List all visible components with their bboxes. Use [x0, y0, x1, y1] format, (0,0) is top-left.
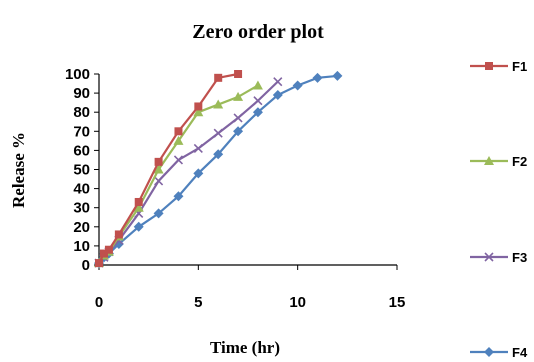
x-tick-label: 0	[95, 294, 103, 311]
legend: F1 F2 F3 F4	[470, 59, 528, 360]
legend-item-f2: F2	[470, 154, 527, 169]
data-point-f2	[252, 80, 263, 90]
data-point-f1	[174, 127, 183, 136]
data-point-f3	[213, 128, 223, 138]
x-tick-label: 15	[389, 294, 406, 311]
data-point-f1	[104, 245, 113, 254]
y-axis-title: Release %	[9, 132, 28, 208]
data-point-f3	[154, 176, 164, 186]
data-point-f1	[114, 230, 123, 239]
data-point-f4	[213, 149, 224, 160]
y-tick-label: 0	[82, 257, 90, 274]
data-point-f2	[213, 99, 224, 109]
data-point-f3	[273, 77, 283, 87]
data-point-f1	[134, 197, 143, 206]
data-point-f1	[95, 259, 103, 268]
data-point-f1	[214, 73, 223, 82]
axes: 0 10 20 30 40 50 60 70 80 90 100 0 5 10 15	[65, 66, 405, 311]
chart-title: Zero order plot	[192, 21, 324, 43]
y-tick-label: 50	[73, 162, 90, 179]
data-point-f1	[99, 249, 108, 258]
data-point-f2	[233, 91, 244, 101]
y-tick-label: 70	[73, 123, 90, 140]
data-point-f3	[253, 96, 263, 106]
data-point-f3	[193, 143, 203, 154]
data-point-f3	[173, 155, 184, 165]
data-point-f1	[154, 157, 163, 166]
series-f3	[94, 77, 283, 268]
legend-marker-f2	[484, 156, 494, 165]
data-point-f2	[193, 107, 204, 117]
data-point-f4	[193, 168, 204, 179]
x-axis-title: Time (hr)	[210, 338, 280, 357]
y-tick-label: 60	[73, 142, 90, 159]
y-tick-label: 20	[73, 219, 90, 236]
data-point-f1	[194, 102, 203, 111]
data-point-f4	[133, 221, 144, 232]
legend-label-f3: F3	[512, 250, 527, 265]
legend-label-f4: F4	[512, 345, 528, 360]
legend-label-f1: F1	[512, 59, 527, 74]
y-tick-label: 80	[73, 104, 90, 121]
series-line-f3	[98, 80, 279, 264]
data-point-f3	[233, 113, 243, 123]
y-tick-label: 90	[73, 85, 90, 102]
data-point-f4	[332, 70, 343, 81]
data-point-f2	[173, 135, 184, 145]
data-point-f4	[252, 107, 263, 118]
y-tick-label: 30	[73, 200, 90, 217]
y-tick-label: 100	[65, 66, 90, 83]
data-point-f4	[312, 72, 323, 83]
legend-marker-f3	[484, 252, 494, 262]
data-point-f1	[234, 70, 243, 78]
legend-item-f3: F3	[470, 250, 527, 265]
data-point-f2	[153, 164, 164, 174]
data-point-f4	[292, 80, 303, 91]
plot-area	[94, 70, 343, 269]
data-point-f4	[272, 90, 283, 101]
y-tick-label: 40	[73, 181, 90, 198]
y-tick-label: 10	[73, 238, 90, 255]
x-tick-label: 10	[289, 294, 306, 311]
legend-label-f2: F2	[512, 154, 527, 169]
legend-marker-f1	[485, 62, 493, 70]
data-point-f2	[133, 202, 144, 212]
series-f2	[94, 80, 263, 268]
series-f1	[95, 70, 243, 268]
data-point-f4	[173, 191, 184, 202]
data-point-f4	[233, 126, 244, 137]
data-point-f4	[153, 208, 164, 219]
legend-marker-f4	[484, 347, 494, 357]
legend-item-f4: F4	[470, 345, 528, 360]
x-tick-label: 5	[194, 294, 202, 311]
legend-item-f1: F1	[470, 59, 527, 74]
